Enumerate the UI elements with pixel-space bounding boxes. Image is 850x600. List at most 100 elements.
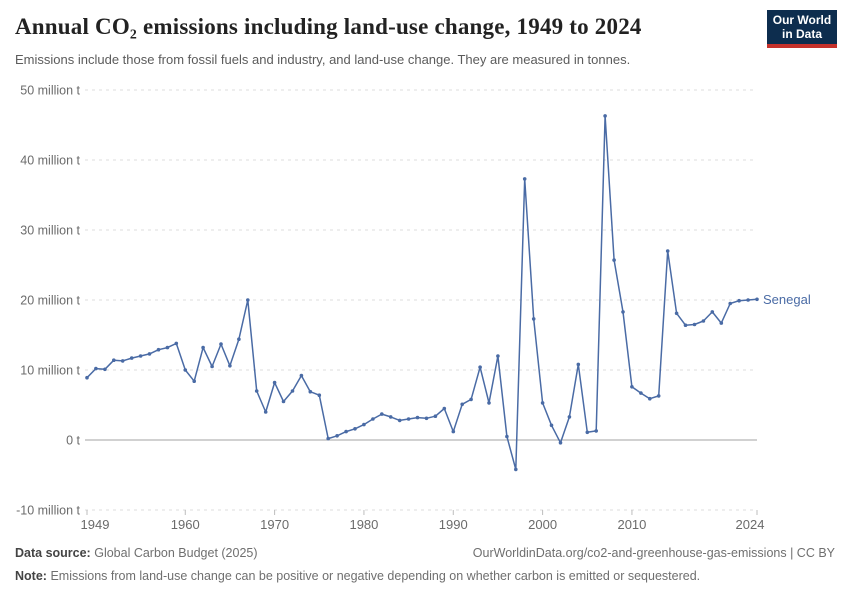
- data-point[interactable]: [94, 366, 98, 371]
- data-point[interactable]: [406, 417, 411, 421]
- data-point[interactable]: [514, 467, 518, 472]
- data-point[interactable]: [129, 356, 134, 360]
- data-point[interactable]: [174, 341, 179, 346]
- y-axis-label: 0 t: [66, 434, 80, 448]
- data-point[interactable]: [290, 389, 295, 393]
- x-axis-label: 1990: [439, 517, 468, 532]
- y-axis-label: 40 million t: [20, 154, 80, 168]
- data-point[interactable]: [549, 423, 554, 428]
- data-point[interactable]: [710, 310, 715, 314]
- data-point[interactable]: [728, 301, 732, 306]
- y-axis-label: -10 million t: [16, 504, 80, 518]
- data-point[interactable]: [737, 298, 741, 303]
- data-point[interactable]: [451, 429, 456, 434]
- senegal-series-line[interactable]: [86, 115, 758, 471]
- data-point[interactable]: [183, 368, 188, 372]
- data-point[interactable]: [219, 342, 223, 346]
- data-point[interactable]: [308, 389, 313, 394]
- data-point[interactable]: [612, 258, 616, 262]
- data-point[interactable]: [719, 321, 724, 325]
- data-point[interactable]: [558, 441, 563, 445]
- data-point[interactable]: [746, 298, 750, 302]
- y-axis-label: 50 million t: [20, 84, 80, 98]
- data-point[interactable]: [317, 393, 322, 398]
- data-point[interactable]: [120, 359, 125, 363]
- data-point[interactable]: [344, 429, 348, 434]
- data-point[interactable]: [460, 402, 465, 407]
- data-point[interactable]: [639, 391, 643, 395]
- data-point[interactable]: [540, 401, 545, 405]
- data-point[interactable]: [397, 418, 402, 423]
- data-point[interactable]: [621, 310, 625, 314]
- data-point[interactable]: [147, 352, 152, 356]
- data-point[interactable]: [683, 323, 688, 328]
- owid-logo-line2: in Data: [781, 27, 822, 41]
- data-point[interactable]: [299, 373, 304, 378]
- data-point[interactable]: [112, 358, 116, 363]
- data-point[interactable]: [603, 114, 607, 118]
- owid-logo[interactable]: Our World in Data: [767, 10, 837, 48]
- data-point[interactable]: [201, 345, 205, 350]
- y-axis-label: 30 million t: [20, 224, 80, 238]
- data-point[interactable]: [496, 354, 500, 358]
- data-point[interactable]: [433, 414, 438, 419]
- data-point[interactable]: [228, 364, 232, 368]
- x-axis-label: 1980: [349, 517, 378, 532]
- data-point[interactable]: [567, 415, 572, 419]
- data-point[interactable]: [281, 399, 286, 404]
- data-point[interactable]: [192, 379, 196, 384]
- data-point[interactable]: [630, 385, 634, 389]
- note-text: Emissions from land-use change can be po…: [50, 569, 701, 583]
- data-point[interactable]: [478, 365, 482, 370]
- data-point[interactable]: [210, 364, 214, 369]
- data-point[interactable]: [701, 319, 706, 323]
- data-point[interactable]: [362, 422, 366, 427]
- data-point[interactable]: [648, 396, 652, 401]
- x-axis-label: 1949: [81, 517, 110, 532]
- data-source-label: Data source:: [15, 546, 91, 560]
- data-point[interactable]: [522, 177, 527, 181]
- data-point[interactable]: [415, 415, 420, 420]
- data-point[interactable]: [674, 311, 679, 316]
- data-point[interactable]: [388, 415, 393, 419]
- data-point[interactable]: [326, 436, 331, 441]
- note-label: Note:: [15, 569, 47, 583]
- series-label-senegal[interactable]: Senegal: [763, 292, 811, 307]
- page-title: Annual CO₂ emissions including land-use …: [15, 14, 642, 39]
- data-point[interactable]: [424, 416, 429, 421]
- data-point[interactable]: [371, 417, 375, 421]
- data-point[interactable]: [237, 337, 241, 342]
- line-chart[interactable]: 50 million t 40 million t 30 million t 20 m…: [0, 0, 850, 540]
- data-point[interactable]: [487, 401, 491, 405]
- data-point[interactable]: [585, 430, 590, 435]
- data-point[interactable]: [138, 354, 143, 358]
- data-point[interactable]: [335, 434, 339, 438]
- data-point[interactable]: [531, 317, 536, 321]
- data-point[interactable]: [442, 406, 447, 411]
- data-point[interactable]: [469, 397, 473, 402]
- data-point[interactable]: [246, 298, 250, 302]
- data-point[interactable]: [656, 394, 661, 398]
- data-point[interactable]: [156, 347, 161, 352]
- data-point[interactable]: [263, 410, 268, 414]
- data-point[interactable]: [380, 412, 384, 416]
- data-point[interactable]: [755, 297, 759, 302]
- data-point[interactable]: [692, 322, 697, 327]
- data-point[interactable]: [665, 249, 670, 253]
- x-axis-label: 2000: [528, 517, 557, 532]
- owid-logo-line1: Our World: [772, 13, 832, 27]
- x-axis-label: 2010: [617, 517, 646, 532]
- data-point[interactable]: [505, 434, 509, 439]
- x-axis-label: 1970: [260, 517, 289, 532]
- data-point[interactable]: [254, 389, 259, 393]
- data-point[interactable]: [272, 380, 277, 385]
- data-point[interactable]: [165, 345, 170, 350]
- y-axis-label: 10 million t: [20, 364, 80, 378]
- citation-link[interactable]: OurWorldinData.org/co2-and-greenhouse-ga…: [472, 546, 835, 560]
- data-point[interactable]: [85, 375, 89, 380]
- data-point[interactable]: [594, 429, 598, 433]
- data-point[interactable]: [353, 427, 357, 431]
- data-point[interactable]: [103, 367, 107, 372]
- data-point[interactable]: [576, 362, 581, 367]
